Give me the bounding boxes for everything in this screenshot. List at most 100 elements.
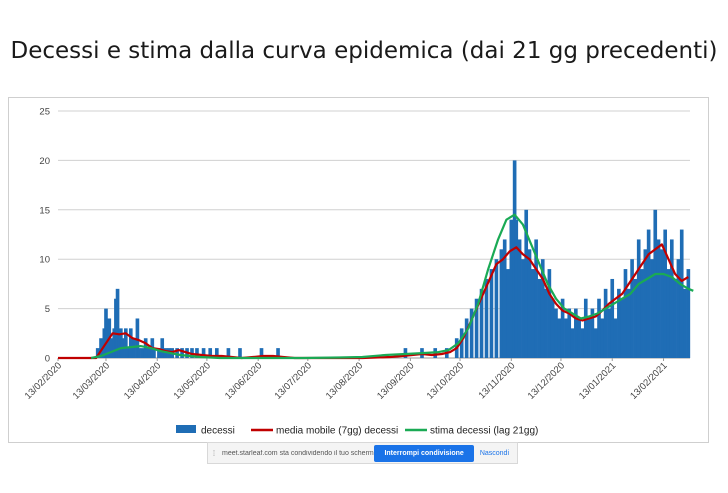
screen-share-bar: ⁞ meet.starleaf.com sta condividendo il … <box>207 442 518 464</box>
bar-decessi <box>109 338 113 358</box>
bar-decessi <box>607 308 611 358</box>
y-tick-label: 15 <box>39 205 50 216</box>
bar-decessi <box>95 348 100 358</box>
bar-decessi <box>128 328 133 358</box>
bar-decessi <box>620 298 624 358</box>
chart-frame <box>8 97 709 443</box>
bar-decessi <box>474 298 479 358</box>
bar-decessi <box>643 249 648 358</box>
bar-decessi <box>238 348 242 358</box>
x-tick-label: 13/11/2020 <box>477 360 518 401</box>
y-tick-label: 5 <box>45 304 50 315</box>
bar-decessi <box>464 318 469 358</box>
x-tick-label: 13/12/2020 <box>526 360 567 401</box>
x-tick-label: 13/05/2020 <box>172 360 213 401</box>
bar-decessi <box>201 348 206 358</box>
bar-decessi <box>567 308 572 358</box>
bar-decessi <box>646 229 651 358</box>
bar-decessi <box>544 288 548 358</box>
bar-decessi <box>656 239 661 358</box>
bar-decessi <box>666 269 671 358</box>
bar-decessi <box>663 229 668 358</box>
bar-decessi <box>499 249 504 358</box>
drag-handle-icon[interactable]: ⁞ <box>212 448 216 458</box>
bar-decessi <box>613 318 618 358</box>
bar-decessi <box>686 269 691 358</box>
hide-link[interactable]: Nascondi <box>479 449 509 457</box>
bar-decessi <box>521 259 525 358</box>
legend-decessi-swatch <box>176 425 196 433</box>
bar-decessi <box>208 348 213 358</box>
bar-decessi <box>626 288 631 358</box>
bar-decessi <box>502 239 507 358</box>
x-tick-label: 13/02/2021 <box>628 360 669 401</box>
share-message: meet.starleaf.com sta condividendo il tu… <box>222 449 375 457</box>
bar-decessi <box>494 259 499 358</box>
bar-decessi <box>157 348 161 358</box>
bar-decessi <box>597 298 601 358</box>
bar-decessi <box>124 328 128 358</box>
bar-decessi <box>180 348 184 358</box>
bar-decessi <box>633 278 638 358</box>
bar-decessi <box>459 328 464 358</box>
bar-decessi <box>669 239 674 358</box>
bar-decessi <box>550 298 555 358</box>
bar-decessi <box>531 269 535 358</box>
bar-decessi <box>135 318 140 358</box>
bar-decessi <box>590 308 595 358</box>
bar-decessi <box>104 308 108 358</box>
bar-decessi <box>226 348 231 358</box>
bar-decessi <box>115 288 120 358</box>
bar-decessi <box>517 239 522 358</box>
bar-decessi <box>679 229 684 358</box>
bar-decessi <box>547 269 552 358</box>
x-tick-label: 13/02/2020 <box>23 360 64 401</box>
bar-decessi <box>554 308 558 358</box>
y-tick-label: 10 <box>39 255 50 266</box>
line-media-mobile <box>58 243 689 360</box>
bar-decessi <box>636 239 641 358</box>
bar-decessi <box>630 259 634 358</box>
bar-decessi <box>574 308 578 358</box>
bar-decessi <box>99 338 103 358</box>
bar-decessi <box>537 278 542 358</box>
bar-decessi <box>137 348 141 358</box>
bar-decessi <box>560 298 565 358</box>
stop-sharing-button[interactable]: Interrompi condivisione <box>374 444 474 462</box>
line-stima-decessi <box>90 213 694 360</box>
bar-decessi <box>514 219 519 358</box>
bar-decessi <box>557 318 562 358</box>
legend-decessi: decessi <box>201 426 235 437</box>
bar-decessi <box>673 278 677 358</box>
bar-decessi <box>603 288 608 358</box>
bar-decessi <box>540 259 545 358</box>
y-tick-label: 25 <box>39 107 50 118</box>
bar-decessi <box>175 348 179 358</box>
bar-decessi <box>195 348 199 358</box>
bar-decessi <box>640 269 644 358</box>
bar-decessi <box>676 259 681 358</box>
bar-decessi <box>580 328 585 358</box>
slide-title: Decessi e stima dalla curva epidemica (d… <box>10 38 718 64</box>
bar-decessi <box>509 219 514 358</box>
bar-decessi <box>617 288 621 358</box>
x-tick-label: 13/03/2020 <box>71 360 112 401</box>
bar-decessi <box>610 278 615 358</box>
bar-decessi <box>534 239 538 358</box>
legend-media-mobile: media mobile (7gg) decessi <box>276 426 398 437</box>
bar-decessi <box>276 348 280 358</box>
bar-decessi <box>140 348 145 358</box>
bar-decessi <box>600 318 605 358</box>
bar-decessi <box>147 348 151 358</box>
bar-decessi <box>132 338 136 358</box>
bar-decessi <box>650 259 654 358</box>
bar-decessi <box>160 338 165 358</box>
x-tick-label: 13/01/2021 <box>577 360 618 401</box>
bar-decessi <box>593 328 598 358</box>
y-tick-label: 20 <box>39 156 50 167</box>
bar-decessi <box>152 348 156 358</box>
bar-decessi <box>527 249 532 358</box>
bar-decessi <box>564 318 568 358</box>
x-tick-label: 13/04/2020 <box>122 360 163 401</box>
